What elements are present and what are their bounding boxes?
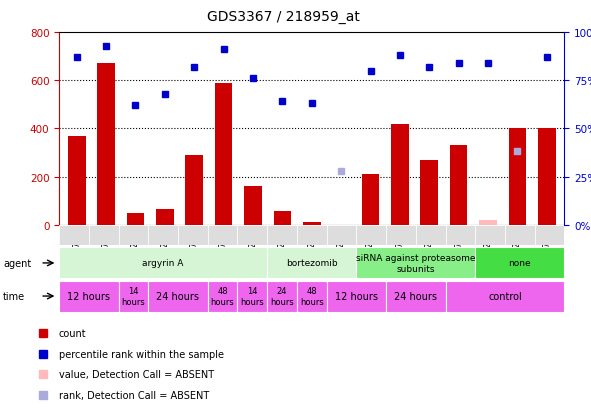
Bar [68,136,86,225]
Bar [148,281,207,312]
Bar [59,248,267,279]
Bar [267,225,297,246]
Bar [207,225,238,246]
Bar [356,225,386,246]
Bar [450,146,467,225]
Bar [362,175,379,225]
Text: count: count [59,328,86,339]
Text: 24
hours: 24 hours [270,287,294,306]
Bar [267,281,297,312]
Bar [327,225,356,246]
Bar [479,220,497,225]
Bar [207,281,238,312]
Bar [446,225,475,246]
Bar [215,83,232,225]
Text: 24 hours: 24 hours [157,291,200,301]
Bar [416,225,446,246]
Bar [178,225,207,246]
Text: 14
hours: 14 hours [122,287,145,306]
Text: 12 hours: 12 hours [67,291,111,301]
Bar [267,248,356,279]
Text: 12 hours: 12 hours [335,291,378,301]
Bar [297,225,327,246]
Bar [148,225,178,246]
Text: percentile rank within the sample: percentile rank within the sample [59,349,224,359]
Bar [386,225,416,246]
Bar [475,225,505,246]
Text: none: none [508,259,531,268]
Bar [59,281,119,312]
Text: siRNA against proteasome
subunits: siRNA against proteasome subunits [356,254,476,273]
Bar [475,248,564,279]
Text: 48
hours: 48 hours [300,287,324,306]
Bar [274,212,291,225]
Bar [356,248,475,279]
Bar [535,225,564,246]
Bar [244,187,262,225]
Bar [119,225,148,246]
Bar [538,129,556,225]
Bar [386,281,446,312]
Bar [327,281,386,312]
Bar [446,281,564,312]
Bar [391,124,409,225]
Text: time: time [3,291,25,301]
Text: 48
hours: 48 hours [211,287,235,306]
Text: control: control [488,291,522,301]
Bar [186,155,203,225]
Bar [126,213,144,225]
Text: rank, Detection Call = ABSENT: rank, Detection Call = ABSENT [59,390,209,400]
Text: agent: agent [3,258,31,268]
Bar [156,209,174,225]
Bar [420,160,438,225]
Bar [238,225,267,246]
Text: 24 hours: 24 hours [394,291,437,301]
Text: argyrin A: argyrin A [142,259,184,268]
Bar [89,225,119,246]
Text: bortezomib: bortezomib [286,259,337,268]
Bar [297,281,327,312]
Bar [59,225,89,246]
Text: 14
hours: 14 hours [241,287,264,306]
Bar [303,223,320,225]
Bar [238,281,267,312]
Text: value, Detection Call = ABSENT: value, Detection Call = ABSENT [59,369,214,380]
Bar [98,64,115,225]
Bar [119,281,148,312]
Text: GDS3367 / 218959_at: GDS3367 / 218959_at [207,10,360,24]
Bar [509,129,526,225]
Bar [505,225,535,246]
